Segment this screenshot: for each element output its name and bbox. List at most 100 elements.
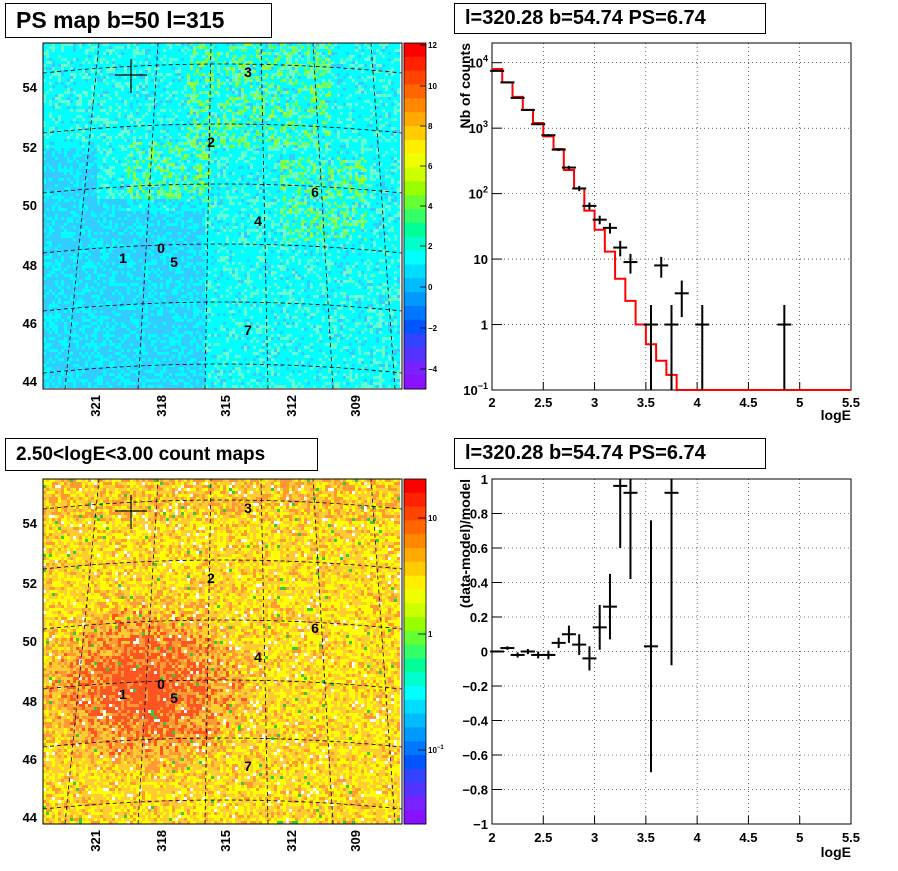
ps-pixel	[103, 289, 106, 292]
ps-pixel	[169, 136, 172, 139]
ps-pixel	[172, 157, 175, 160]
ps-pixel	[118, 337, 121, 340]
ps-pixel	[136, 205, 139, 208]
ps-pixel	[67, 223, 70, 226]
ps-pixel	[127, 205, 130, 208]
ps-pixel	[61, 163, 64, 166]
ps-pixel	[55, 280, 58, 283]
ps-pixel	[91, 358, 94, 361]
ps-pixel	[73, 91, 76, 94]
ps-pixel	[127, 46, 130, 49]
ps-pixel	[133, 358, 136, 361]
ps-pixel	[94, 373, 97, 376]
ps-pixel	[64, 331, 67, 334]
ps-pixel	[169, 367, 172, 370]
ps-pixel	[91, 64, 94, 67]
ps-pixel	[121, 211, 124, 214]
ps-pixel	[94, 226, 97, 229]
ps-pixel	[100, 253, 103, 256]
ps-pixel	[127, 337, 130, 340]
ps-pixel	[100, 268, 103, 271]
ps-pixel	[52, 298, 55, 301]
ps-pixel	[121, 379, 124, 382]
ps-pixel	[100, 292, 103, 295]
ps-pixel	[100, 82, 103, 85]
ps-pixel	[52, 118, 55, 121]
ps-pixel	[157, 142, 160, 145]
ps-pixel	[64, 58, 67, 61]
ps-pixel	[109, 385, 112, 388]
ps-pixel	[154, 208, 157, 211]
ps-pixel	[46, 145, 49, 148]
ps-pixel	[169, 61, 172, 64]
ps-pixel	[85, 139, 88, 142]
ps-pixel	[94, 232, 97, 235]
ps-pixel	[136, 220, 139, 223]
ps-pixel	[70, 151, 73, 154]
ps-pixel	[94, 166, 97, 169]
ps-pixel	[136, 46, 139, 49]
ps-pixel	[163, 232, 166, 235]
ps-pixel	[139, 85, 142, 88]
ps-pixel	[88, 208, 91, 211]
ps-pixel	[46, 58, 49, 61]
ps-pixel	[79, 376, 82, 379]
ps-pixel	[94, 157, 97, 160]
ps-pixel	[88, 283, 91, 286]
ps-pixel	[49, 136, 52, 139]
ps-pixel	[91, 217, 94, 220]
ps-pixel	[97, 232, 100, 235]
ps-pixel	[163, 379, 166, 382]
ps-pixel	[82, 295, 85, 298]
ps-pixel	[115, 226, 118, 229]
ps-pixel	[112, 346, 115, 349]
ps-pixel	[115, 139, 118, 142]
ps-pixel	[142, 169, 145, 172]
ps-pixel	[130, 148, 133, 151]
ps-pixel	[82, 58, 85, 61]
ps-pixel	[163, 64, 166, 67]
ps-pixel	[64, 238, 67, 241]
ps-pixel	[172, 133, 175, 136]
ps-pixel	[97, 208, 100, 211]
ps-pixel	[73, 361, 76, 364]
ps-pixel	[112, 349, 115, 352]
ps-pixel	[79, 280, 82, 283]
ps-pixel	[151, 283, 154, 286]
ps-pixel	[70, 46, 73, 49]
ps-pixel	[82, 289, 85, 292]
ps-pixel	[163, 100, 166, 103]
ps-pixel	[61, 310, 64, 313]
ps-pixel	[88, 97, 91, 100]
ps-pixel	[154, 193, 157, 196]
ps-pixel	[85, 124, 88, 127]
ps-pixel	[94, 250, 97, 253]
ps-pixel	[109, 85, 112, 88]
ps-pixel	[61, 187, 64, 190]
ps-pixel	[55, 157, 58, 160]
ps-pixel	[100, 370, 103, 373]
ps-pixel	[133, 229, 136, 232]
ps-pixel	[79, 244, 82, 247]
ps-pixel	[112, 190, 115, 193]
ps-pixel	[88, 304, 91, 307]
ps-pixel	[64, 109, 67, 112]
ps-pixel	[79, 379, 82, 382]
ps-pixel	[154, 334, 157, 337]
ps-pixel	[154, 127, 157, 130]
ps-pixel	[127, 208, 130, 211]
ps-pixel	[76, 217, 79, 220]
ps-pixel	[130, 346, 133, 349]
ps-pixel	[49, 154, 52, 157]
ps-pixel	[133, 349, 136, 352]
ps-pixel	[139, 340, 142, 343]
ps-pixel	[163, 121, 166, 124]
ps-pixel	[112, 100, 115, 103]
ps-pixel	[52, 79, 55, 82]
ps-pixel	[61, 298, 64, 301]
ps-pixel	[139, 280, 142, 283]
ps-pixel	[82, 268, 85, 271]
ps-pixel	[61, 250, 64, 253]
ps-pixel	[88, 196, 91, 199]
ps-pixel	[109, 349, 112, 352]
